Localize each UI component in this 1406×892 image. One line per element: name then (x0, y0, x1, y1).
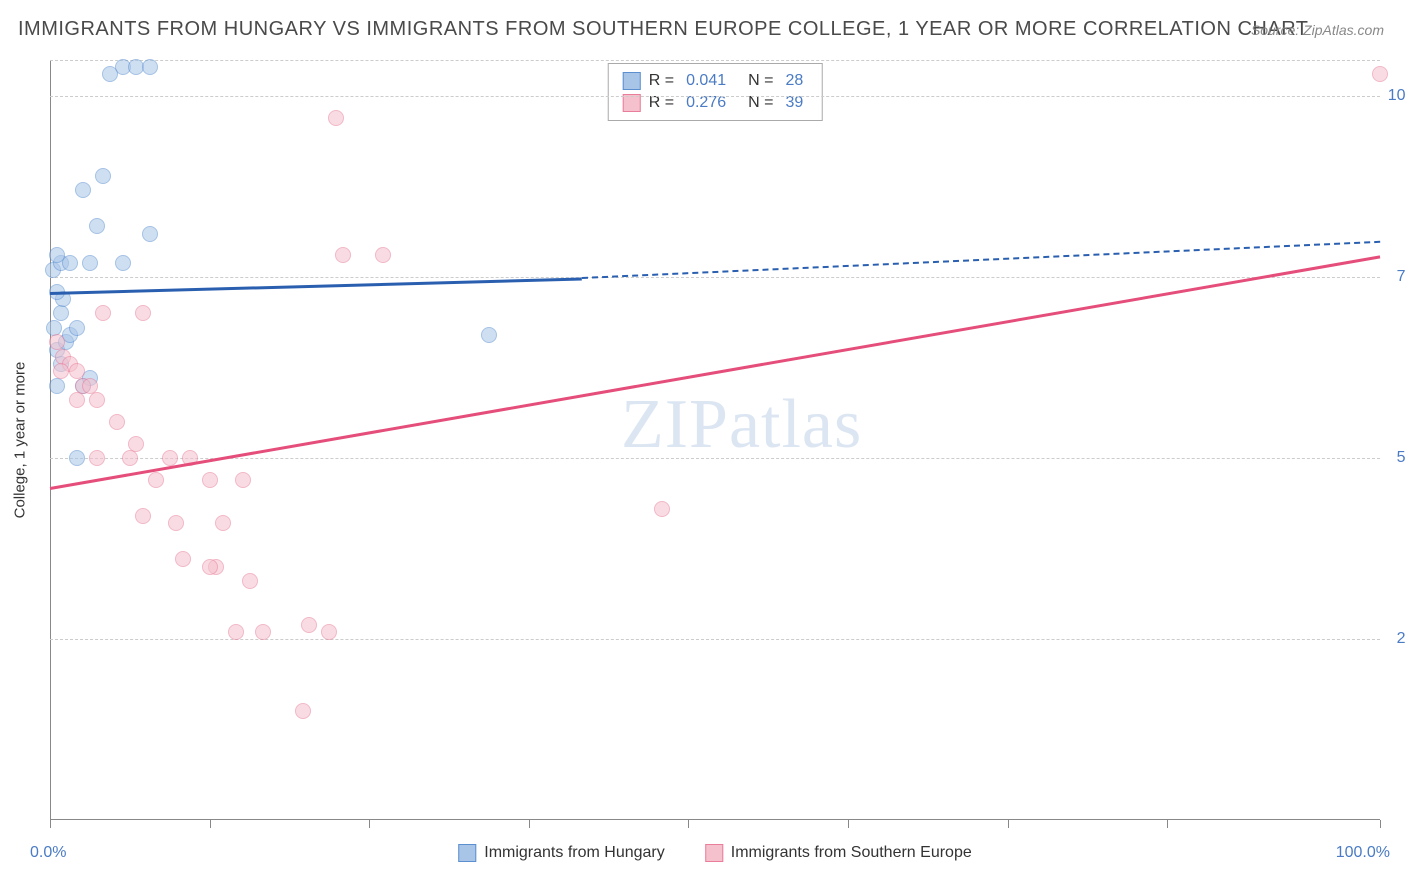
legend-n-label: N = (748, 72, 773, 90)
y-tick-label: 75.0% (1397, 268, 1406, 286)
x-tick (1167, 820, 1168, 828)
y-tick-label: 100.0% (1388, 87, 1406, 105)
scatter-point (69, 450, 85, 466)
plot-area: ZIPatlas College, 1 year or more 0.0% 10… (50, 60, 1380, 820)
legend-r-label: R = (649, 72, 674, 90)
scatter-point (328, 110, 344, 126)
source-text: Source: ZipAtlas.com (1251, 22, 1384, 38)
scatter-point (89, 218, 105, 234)
scatter-point (321, 624, 337, 640)
y-axis-line (50, 60, 51, 820)
scatter-point (53, 363, 69, 379)
chart-title: IMMIGRANTS FROM HUNGARY VS IMMIGRANTS FR… (18, 18, 1309, 41)
x-axis-label-max: 100.0% (1336, 844, 1390, 862)
scatter-point (46, 320, 62, 336)
legend-swatch-southern-europe (705, 844, 723, 862)
scatter-point (135, 508, 151, 524)
scatter-point (115, 255, 131, 271)
correlation-legend: R = 0.041 N = 28 R = 0.276 N = 39 (608, 63, 823, 121)
gridline (50, 639, 1380, 640)
gridline (50, 277, 1380, 278)
chart-container: IMMIGRANTS FROM HUNGARY VS IMMIGRANTS FR… (0, 0, 1406, 892)
x-tick (1380, 820, 1381, 828)
legend-row-hungary: R = 0.041 N = 28 (623, 70, 808, 92)
scatter-point (202, 472, 218, 488)
gridline (50, 458, 1380, 459)
x-tick (369, 820, 370, 828)
scatter-point (49, 247, 65, 263)
y-tick-label: 50.0% (1397, 449, 1406, 467)
series-label-southern-europe: Immigrants from Southern Europe (731, 844, 972, 862)
scatter-point (135, 305, 151, 321)
x-tick (50, 820, 51, 828)
scatter-point (95, 168, 111, 184)
scatter-point (242, 573, 258, 589)
scatter-point (75, 182, 91, 198)
scatter-point (375, 247, 391, 263)
scatter-point (295, 703, 311, 719)
series-legend-hungary: Immigrants from Hungary (458, 844, 665, 862)
scatter-point (148, 472, 164, 488)
scatter-point (162, 450, 178, 466)
x-tick (688, 820, 689, 828)
scatter-point (168, 515, 184, 531)
watermark: ZIPatlas (621, 385, 862, 465)
scatter-point (235, 472, 251, 488)
series-legend: Immigrants from Hungary Immigrants from … (458, 844, 972, 862)
scatter-point (95, 305, 111, 321)
scatter-point (89, 450, 105, 466)
watermark-zip: ZIP (621, 386, 729, 463)
scatter-point (255, 624, 271, 640)
scatter-point (109, 414, 125, 430)
scatter-point (142, 59, 158, 75)
y-tick-label: 25.0% (1397, 630, 1406, 648)
scatter-point (228, 624, 244, 640)
scatter-point (335, 247, 351, 263)
x-axis-line (50, 819, 1380, 820)
series-legend-southern-europe: Immigrants from Southern Europe (705, 844, 972, 862)
legend-swatch-hungary (458, 844, 476, 862)
scatter-point (89, 392, 105, 408)
scatter-point (202, 559, 218, 575)
legend-r-value-hungary: 0.041 (686, 72, 726, 90)
scatter-point (175, 551, 191, 567)
scatter-point (654, 501, 670, 517)
trend-line (50, 277, 582, 294)
trend-line (582, 241, 1380, 279)
scatter-point (53, 305, 69, 321)
scatter-point (69, 392, 85, 408)
scatter-point (142, 226, 158, 242)
scatter-point (215, 515, 231, 531)
scatter-point (49, 378, 65, 394)
scatter-point (82, 255, 98, 271)
watermark-atlas: atlas (729, 386, 862, 463)
x-tick (529, 820, 530, 828)
scatter-point (69, 320, 85, 336)
scatter-point (122, 450, 138, 466)
x-axis-label-min: 0.0% (30, 844, 66, 862)
gridline (50, 96, 1380, 97)
y-axis-title: College, 1 year or more (12, 362, 29, 519)
gridline (50, 60, 1380, 61)
trend-line (50, 255, 1380, 489)
legend-n-value-hungary: 28 (785, 72, 803, 90)
scatter-point (1372, 66, 1388, 82)
x-tick (1008, 820, 1009, 828)
legend-swatch-hungary (623, 72, 641, 90)
scatter-point (49, 334, 65, 350)
x-tick (210, 820, 211, 828)
x-tick (848, 820, 849, 828)
series-label-hungary: Immigrants from Hungary (484, 844, 665, 862)
scatter-point (481, 327, 497, 343)
scatter-point (301, 617, 317, 633)
